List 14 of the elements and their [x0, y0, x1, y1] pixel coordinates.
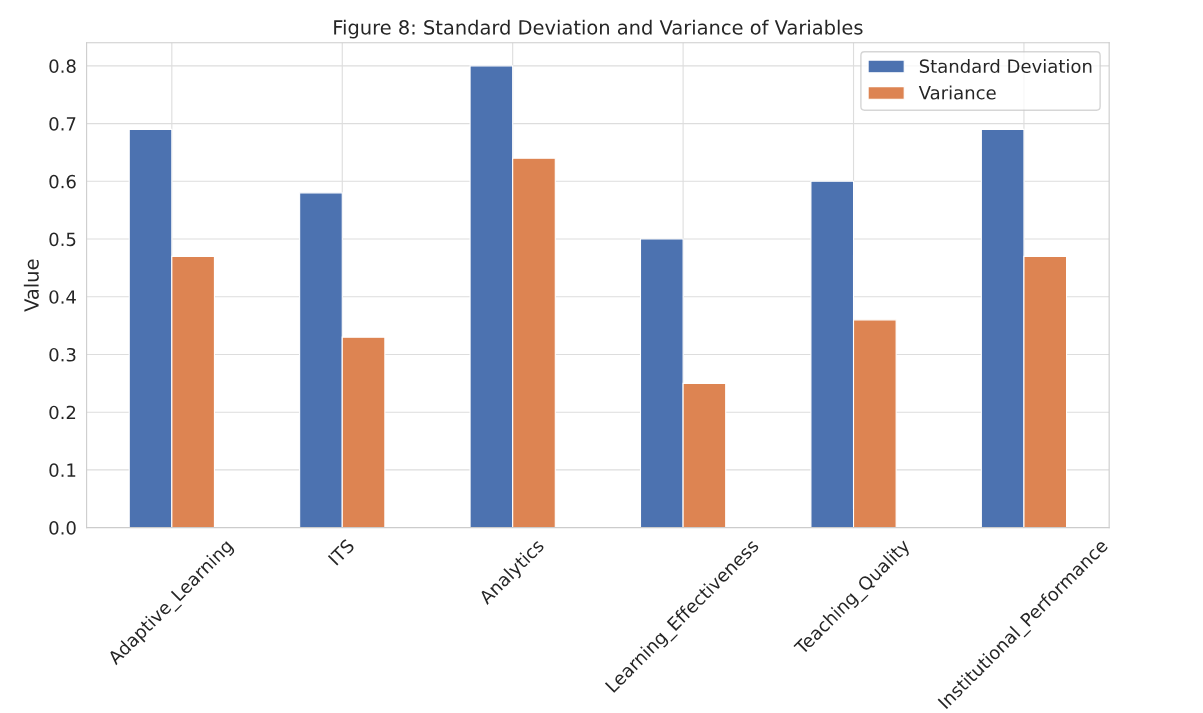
y-tick-label: 0.3: [49, 347, 76, 362]
legend-label: Variance: [918, 85, 996, 100]
legend-label: Standard Deviation: [919, 59, 1092, 74]
y-tick-label: 0.5: [49, 232, 76, 247]
y-tick-label: 0.2: [49, 405, 76, 420]
y-tick-label: 0.6: [49, 174, 76, 189]
y-tick-label: 0.8: [49, 59, 76, 73]
y-axis-title: Value: [23, 259, 39, 312]
y-tick-label: 0.1: [49, 463, 76, 478]
y-tick-label: 0.7: [49, 117, 76, 131]
x-tick-label: ITS: [327, 538, 356, 566]
y-tick-label: 0.0: [49, 521, 76, 535]
y-tick-label: 0.4: [49, 290, 76, 304]
chart-title: Figure 8: Standard Deviation and Variance of Variables: [334, 19, 863, 39]
